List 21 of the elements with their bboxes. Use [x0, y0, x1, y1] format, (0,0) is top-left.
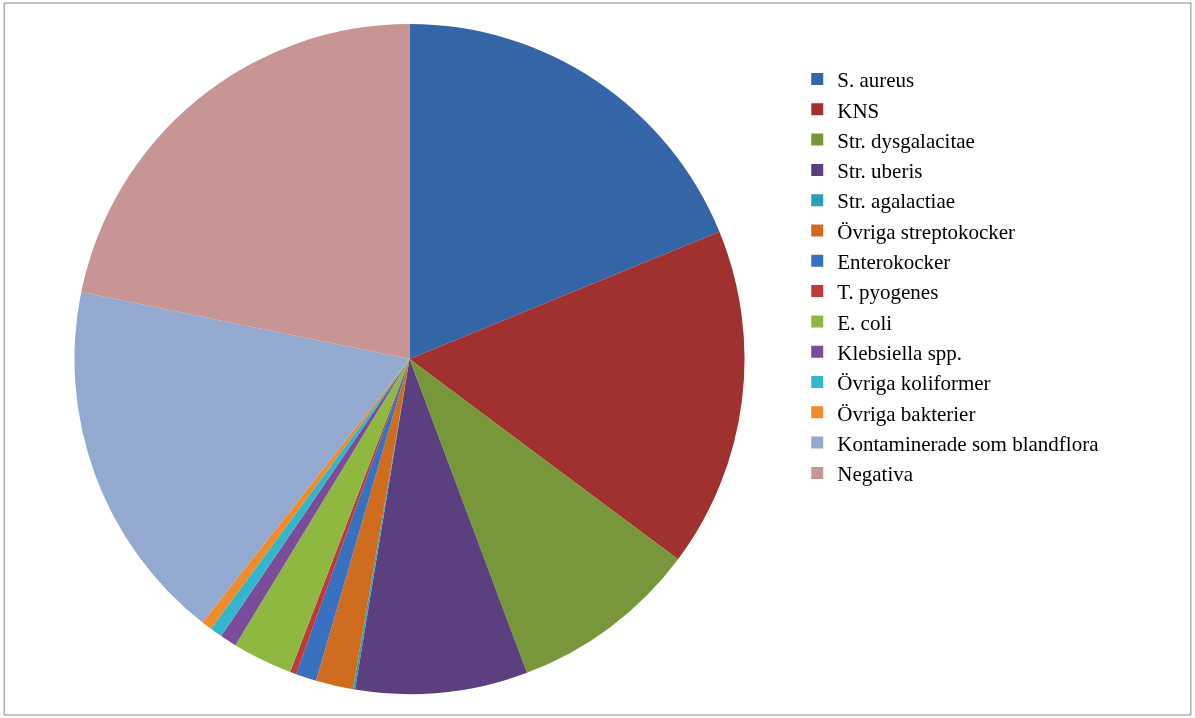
- legend-label: Str. dysgalacitae: [837, 128, 975, 153]
- legend-label: Övriga koliformer: [837, 371, 991, 396]
- pie-slice: [81, 23, 410, 359]
- legend-label: Övriga bakterier: [837, 401, 976, 426]
- legend-label: S. aureus: [837, 68, 915, 93]
- legend-label: T. pyogenes: [837, 280, 939, 305]
- legend-label: Klebsiella spp.: [837, 340, 963, 365]
- pie-slice: [409, 23, 720, 359]
- pie-slice: [409, 231, 745, 560]
- pie-slice: [355, 359, 527, 694]
- pie-slice: [74, 292, 410, 623]
- legend-label: Övriga streptokocker: [837, 219, 1016, 244]
- pie-slice: [316, 359, 410, 690]
- legend-label: Str. agalactiae: [837, 189, 956, 214]
- pie-slice: [409, 359, 679, 673]
- legend-label: KNS: [837, 98, 880, 123]
- legend-label: Str. uberis: [837, 159, 923, 184]
- legend-label: E. coli: [837, 310, 893, 335]
- legend-label: Negativa: [837, 462, 914, 487]
- legend-label: Kontaminerade som blandflora: [837, 431, 1100, 456]
- legend-label: Enterokocker: [837, 250, 951, 274]
